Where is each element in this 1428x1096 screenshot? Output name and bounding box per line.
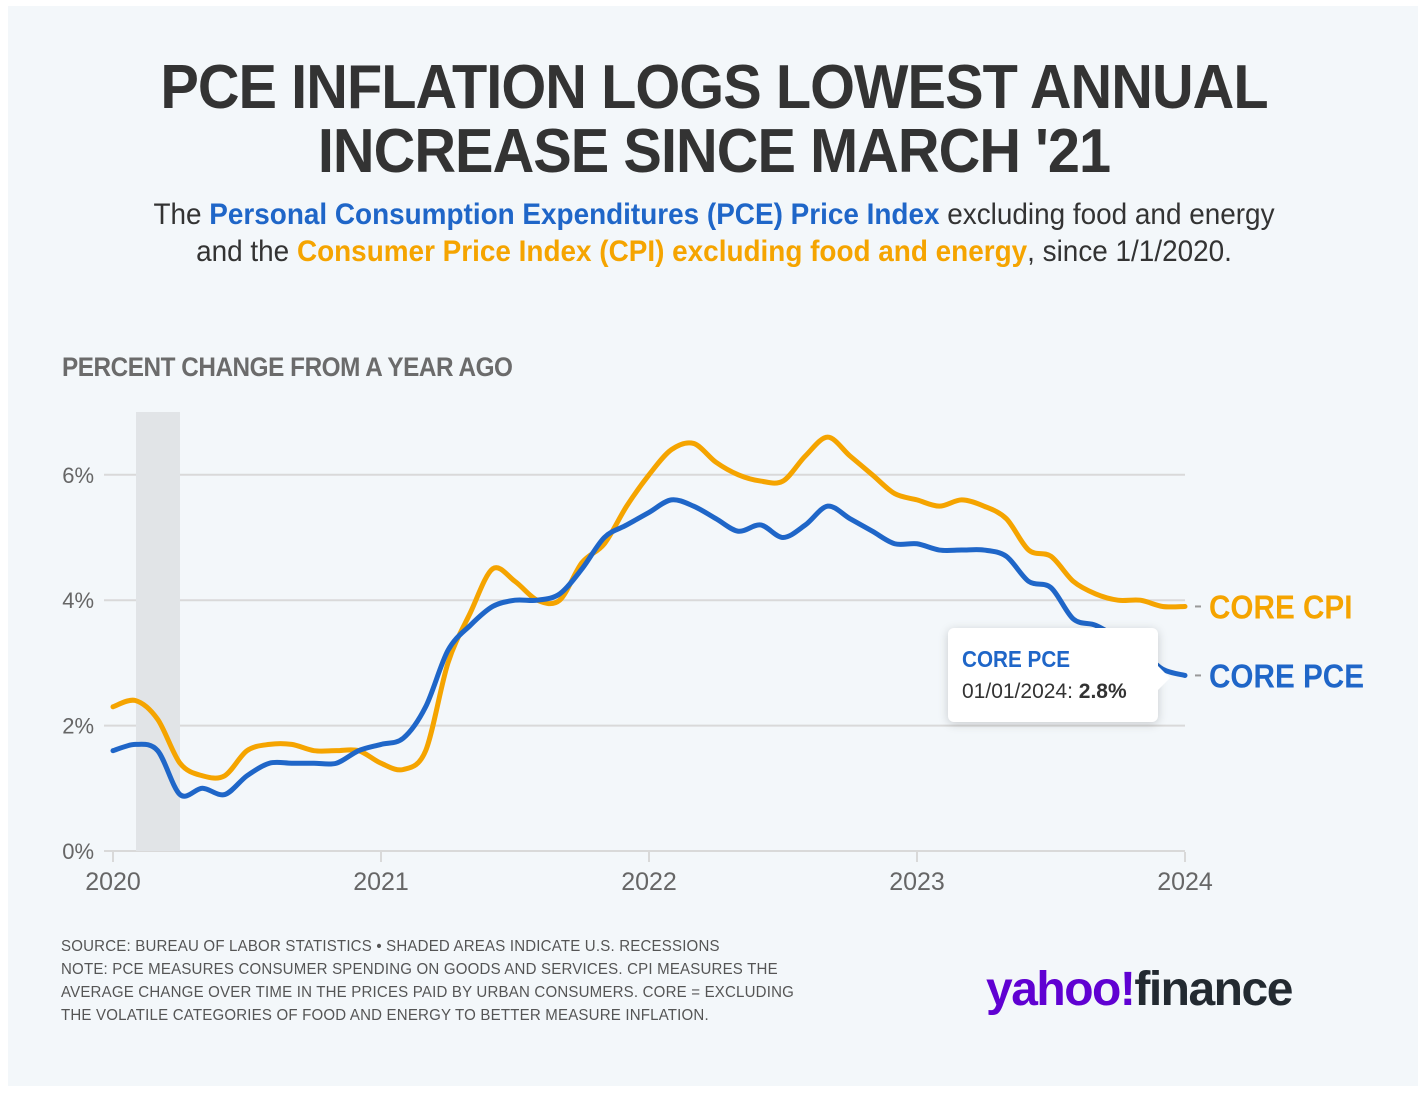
x-tick-label: 2023 [889,868,945,896]
source-note: SOURCE: BUREAU OF LABOR STATISTICS • SHA… [61,938,720,955]
x-tick-label: 2024 [1157,868,1213,896]
note-line-2: AVERAGE CHANGE OVER TIME IN THE PRICES P… [61,984,795,1001]
tooltip-date: 01/01/2024: [962,680,1073,703]
chart-card [8,6,1418,1086]
cpi-highlight: Consumer Price Index (CPI) excluding foo… [296,235,1028,268]
subtitle-text-1: The [153,198,210,231]
y-tick-label: 0% [62,839,94,864]
tooltip-value-line: 01/01/2024: 2.8% [962,680,1127,704]
y-tick-label: 4% [62,588,94,613]
y-tick-label: 2% [62,714,94,739]
yahoo-finance-logo: yahoo!finance [986,962,1293,1017]
grid-layer [104,473,1185,852]
chart-title: PCE INFLATION LOGS LOWEST ANNUAL INCREAS… [50,56,1378,184]
series-line-core-cpi [110,434,1188,781]
y-axis-title: PERCENT CHANGE FROM A YEAR AGO [62,352,513,382]
subtitle-text-2: excluding food and energy and the [196,198,1275,268]
x-tick-label: 2022 [621,868,677,896]
title-line-1: PCE INFLATION LOGS LOWEST ANNUAL [160,53,1268,122]
footer-notes: SOURCE: BUREAU OF LABOR STATISTICS • SHA… [61,935,794,1027]
title-line-2: INCREASE SINCE MARCH '21 [317,117,1111,186]
series-label-core-cpi: CORE CPI [1209,589,1352,626]
y-tick-label: 6% [62,463,94,488]
label-layer: CORE CPI CORE PCE [1195,589,1364,695]
logo-finance: finance [1134,963,1293,1016]
tooltip-value: 2.8% [1078,680,1127,703]
chart-subtitle: The Personal Consumption Expenditures (P… [143,196,1285,270]
note-line-1: NOTE: PCE MEASURES CONSUMER SPENDING ON … [61,961,778,978]
note-line-3: THE VOLATILE CATEGORIES OF FOOD AND ENER… [61,1007,709,1024]
series-line-core-pce [110,497,1188,799]
logo-yahoo: yahoo! [986,963,1136,1016]
series-label-core-pce: CORE PCE [1209,658,1364,695]
tooltip-series-name: CORE PCE [962,646,1071,672]
x-tick-label: 2020 [85,868,141,896]
tooltip-arrow [1156,664,1170,692]
tick-layer: 0% 2% 4% 6% 2020 2021 2022 2023 2024 [62,463,1213,896]
x-tick-label: 2021 [353,868,409,896]
series-layer [110,434,1188,799]
pce-highlight: Personal Consumption Expenditures (PCE) … [209,198,940,231]
subtitle-text-3: , since 1/1/2020. [1027,235,1232,268]
tooltip: CORE PCE 01/01/2024: 2.8% [948,628,1170,722]
